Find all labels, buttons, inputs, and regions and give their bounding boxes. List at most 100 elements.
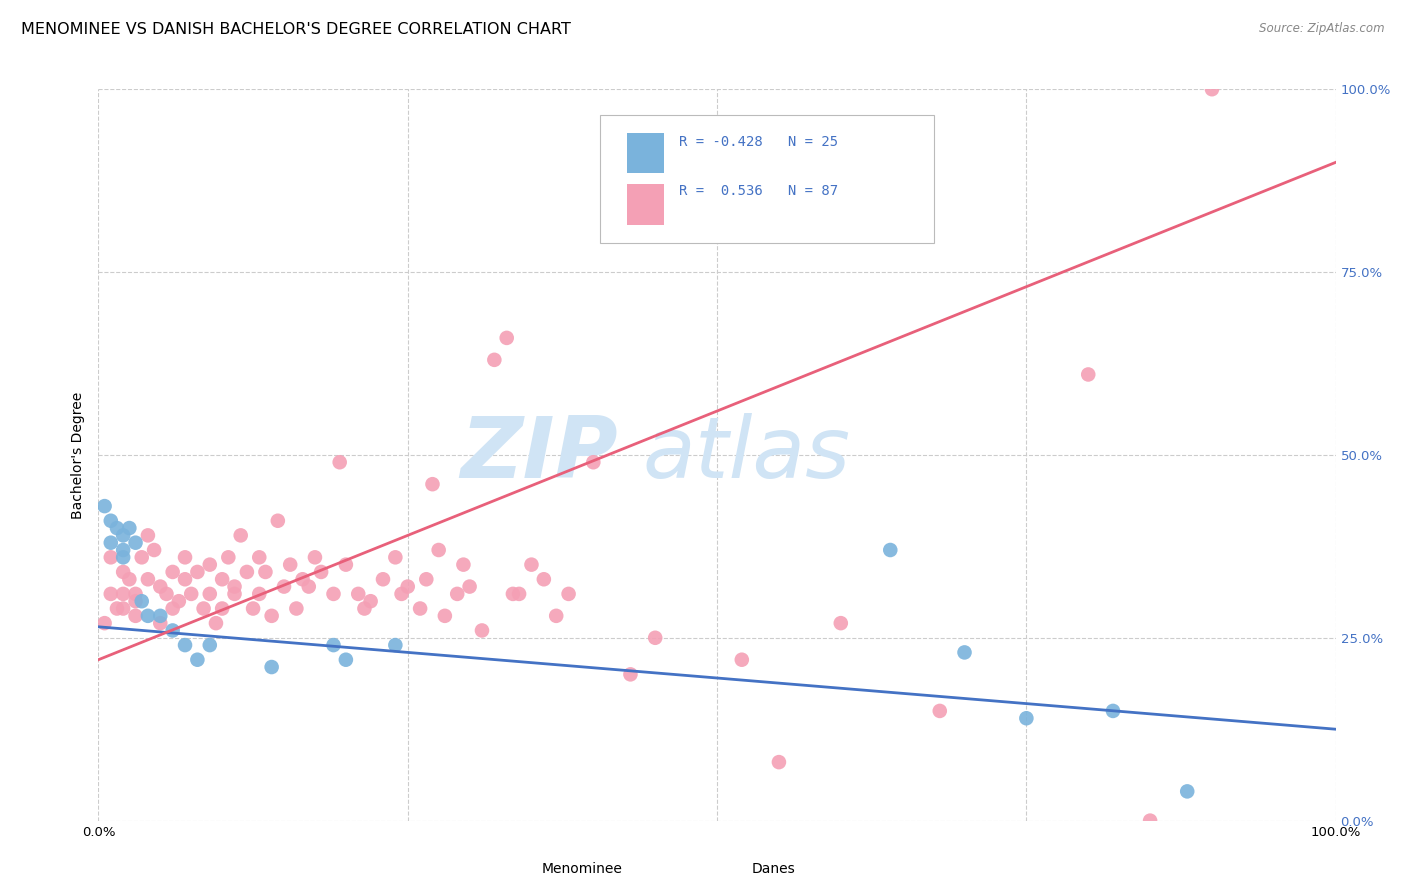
Point — [131, 594, 153, 608]
FancyBboxPatch shape — [717, 852, 744, 876]
Point — [329, 455, 352, 469]
Text: atlas: atlas — [643, 413, 851, 497]
Point — [162, 624, 184, 638]
Point — [619, 667, 641, 681]
Point — [224, 587, 246, 601]
Point — [167, 594, 190, 608]
Point — [502, 587, 524, 601]
Point — [124, 594, 146, 608]
Point — [453, 558, 475, 572]
Point — [384, 550, 406, 565]
Point — [546, 608, 568, 623]
Point — [100, 535, 122, 549]
Text: R = -0.428   N = 25: R = -0.428 N = 25 — [679, 135, 838, 149]
FancyBboxPatch shape — [627, 185, 664, 225]
Point — [471, 624, 494, 638]
Point — [582, 455, 605, 469]
Point — [644, 631, 666, 645]
Point — [100, 550, 122, 565]
Point — [267, 514, 290, 528]
Point — [273, 580, 295, 594]
Point — [427, 543, 450, 558]
Point — [1201, 82, 1223, 96]
Point — [1175, 784, 1198, 798]
Point — [353, 601, 375, 615]
Y-axis label: Bachelor's Degree: Bachelor's Degree — [72, 392, 86, 518]
Text: MENOMINEE VS DANISH BACHELOR'S DEGREE CORRELATION CHART: MENOMINEE VS DANISH BACHELOR'S DEGREE CO… — [21, 22, 571, 37]
Point — [105, 601, 128, 615]
Point — [155, 587, 177, 601]
Point — [224, 580, 246, 594]
Point — [162, 601, 184, 615]
Point — [731, 653, 754, 667]
Point — [415, 572, 437, 586]
Point — [458, 580, 481, 594]
Point — [131, 550, 153, 565]
Point — [335, 558, 357, 572]
Point — [124, 608, 146, 623]
Point — [309, 565, 332, 579]
Point — [446, 587, 468, 601]
Point — [186, 653, 208, 667]
Point — [112, 543, 135, 558]
Point — [247, 550, 270, 565]
Point — [879, 543, 901, 558]
Point — [149, 580, 172, 594]
Point — [322, 638, 344, 652]
Point — [335, 653, 357, 667]
Point — [278, 558, 301, 572]
Point — [371, 572, 394, 586]
Point — [285, 601, 308, 615]
Point — [260, 608, 283, 623]
Text: Danes: Danes — [752, 863, 796, 876]
Point — [149, 608, 172, 623]
Point — [93, 616, 115, 631]
Point — [211, 572, 233, 586]
Point — [1102, 704, 1125, 718]
Point — [322, 587, 344, 601]
Point — [174, 572, 197, 586]
Point — [520, 558, 543, 572]
FancyBboxPatch shape — [506, 852, 534, 876]
Point — [1015, 711, 1038, 725]
Point — [304, 550, 326, 565]
Point — [422, 477, 444, 491]
Point — [124, 587, 146, 601]
Point — [396, 580, 419, 594]
Text: Source: ZipAtlas.com: Source: ZipAtlas.com — [1260, 22, 1385, 36]
Point — [928, 704, 950, 718]
Point — [143, 543, 166, 558]
Point — [260, 660, 283, 674]
Point — [229, 528, 252, 542]
Point — [174, 638, 197, 652]
Point — [247, 587, 270, 601]
Point — [298, 580, 321, 594]
Point — [93, 499, 115, 513]
Point — [211, 601, 233, 615]
Point — [236, 565, 259, 579]
Point — [118, 572, 141, 586]
Point — [484, 352, 506, 367]
Point — [891, 214, 914, 228]
Point — [136, 608, 159, 623]
Point — [162, 565, 184, 579]
Point — [118, 521, 141, 535]
Point — [186, 565, 208, 579]
Point — [180, 587, 202, 601]
Point — [198, 558, 221, 572]
Point — [100, 514, 122, 528]
Point — [830, 616, 852, 631]
Point — [409, 601, 432, 615]
Point — [254, 565, 277, 579]
Point — [391, 587, 413, 601]
Point — [105, 521, 128, 535]
Point — [193, 601, 215, 615]
Point — [112, 528, 135, 542]
Point — [291, 572, 314, 586]
Point — [495, 331, 517, 345]
Point — [217, 550, 239, 565]
Point — [198, 587, 221, 601]
Point — [112, 550, 135, 565]
Point — [112, 565, 135, 579]
Point — [100, 587, 122, 601]
